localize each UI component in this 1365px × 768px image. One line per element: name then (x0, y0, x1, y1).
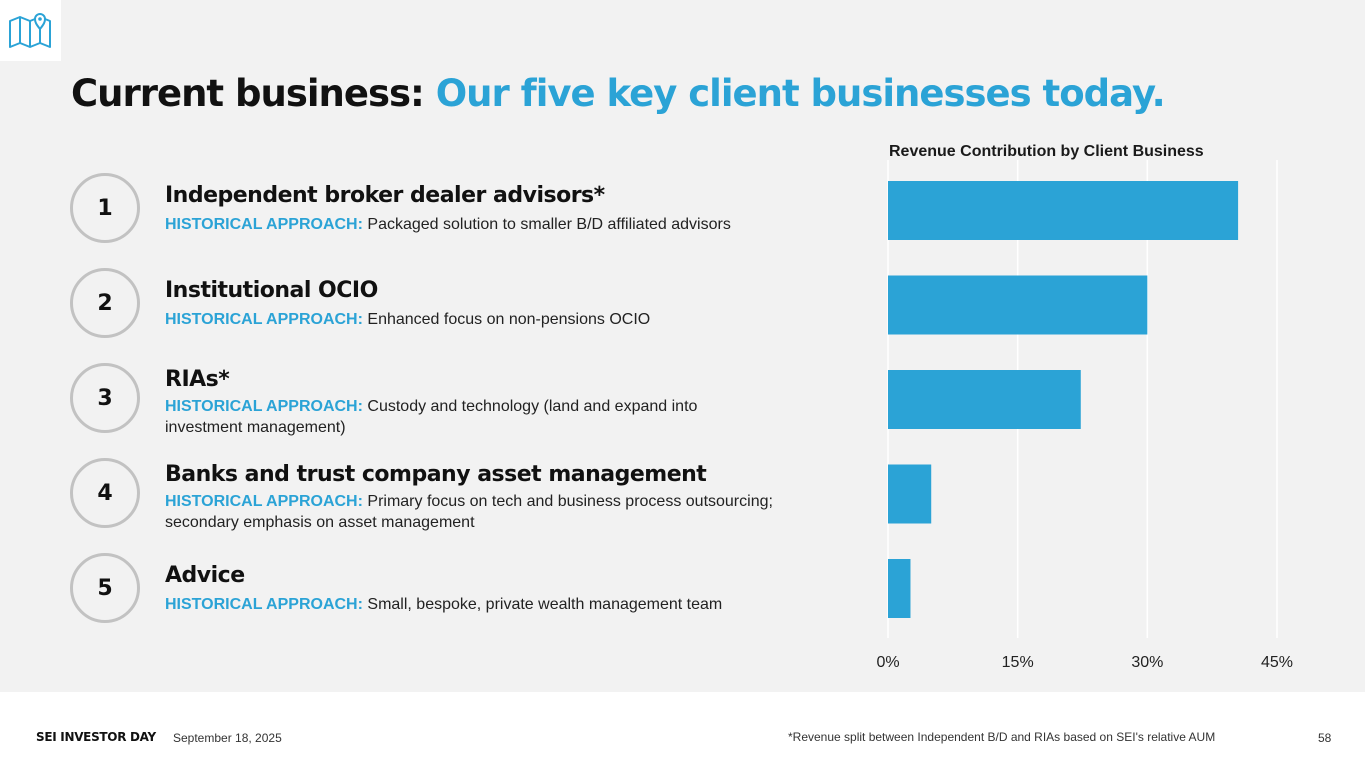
item-label: HISTORICAL APPROACH: (165, 398, 363, 415)
list-item: 5 Advice HISTORICAL APPROACH: Small, bes… (70, 553, 830, 629)
page-number: 58 (1318, 731, 1332, 745)
item-text: Packaged solution to smaller B/D affilia… (367, 216, 731, 233)
item-heading: Banks and trust company asset management (165, 462, 707, 487)
item-heading: Advice (165, 563, 245, 588)
x-tick-label: 0% (876, 654, 899, 671)
x-tick-label: 30% (1131, 654, 1163, 671)
corner-logo (0, 0, 61, 61)
item-number-circle: 1 (70, 173, 140, 243)
slide-area (0, 0, 1365, 692)
item-description: HISTORICAL APPROACH: Packaged solution t… (165, 214, 815, 235)
x-tick-label: 15% (1002, 654, 1034, 671)
page-title: Current business: Our five key client bu… (71, 72, 1166, 115)
item-text: Custody and technology (land and expand … (165, 398, 698, 436)
title-prefix: Current business: (71, 72, 425, 115)
item-label: HISTORICAL APPROACH: (165, 493, 363, 510)
item-description: HISTORICAL APPROACH: Small, bespoke, pri… (165, 594, 815, 615)
x-tick-label: 45% (1261, 654, 1293, 671)
footnote: *Revenue split between Independent B/D a… (788, 730, 1216, 744)
item-text: Small, bespoke, private wealth managemen… (367, 596, 723, 613)
bar (888, 275, 1148, 335)
item-label: HISTORICAL APPROACH: (165, 596, 363, 613)
item-number-circle: 4 (70, 458, 140, 528)
map-pin-icon (9, 13, 51, 48)
chart-title: Revenue Contribution by Client Business (889, 143, 1204, 160)
list-item: 3 RIAs* HISTORICAL APPROACH: Custody and… (70, 363, 830, 439)
footer-date: September 18, 2025 (173, 731, 282, 745)
item-description: HISTORICAL APPROACH: Enhanced focus on n… (165, 309, 815, 330)
list-item: 1 Independent broker dealer advisors* HI… (70, 173, 830, 249)
bar (888, 370, 1081, 429)
item-heading: RIAs* (165, 367, 230, 392)
item-number-circle: 2 (70, 268, 140, 338)
revenue-bar-chart: 0% 15% 30% 45% (876, 160, 1293, 671)
bar (888, 464, 932, 524)
bar (888, 559, 911, 618)
bar (888, 181, 1239, 240)
item-description: HISTORICAL APPROACH: Custody and technol… (165, 396, 705, 438)
item-label: HISTORICAL APPROACH: (165, 216, 363, 233)
list-item: 4 Banks and trust company asset manageme… (70, 458, 830, 534)
item-label: HISTORICAL APPROACH: (165, 311, 363, 328)
item-text: Primary focus on tech and business proce… (165, 493, 773, 531)
item-heading: Institutional OCIO (165, 278, 378, 303)
title-accent: Our five key client businesses today. (435, 72, 1166, 115)
item-text: Enhanced focus on non-pensions OCIO (367, 311, 651, 328)
footer-brand: SEI INVESTOR DAY (36, 730, 156, 744)
item-description: HISTORICAL APPROACH: Primary focus on te… (165, 491, 805, 533)
list-item: 2 Institutional OCIO HISTORICAL APPROACH… (70, 268, 830, 344)
item-number-circle: 5 (70, 553, 140, 623)
item-heading: Independent broker dealer advisors* (165, 183, 605, 208)
item-number-circle: 3 (70, 363, 140, 433)
